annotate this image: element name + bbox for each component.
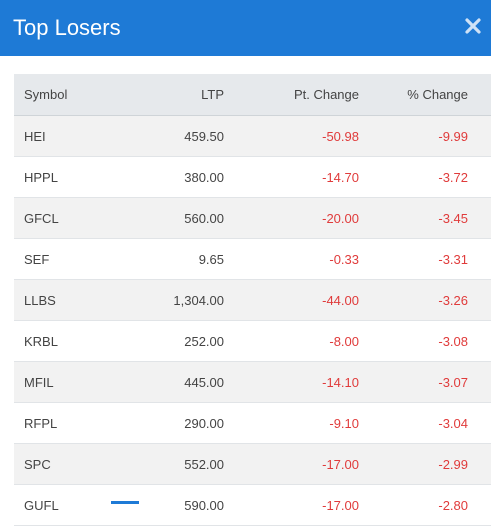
cell-pct-change: -2.80: [360, 484, 491, 526]
cell-symbol: HPPL: [14, 156, 107, 198]
table-row[interactable]: RFPL 290.00 -9.10 -3.04: [14, 402, 491, 444]
cell-ltp: 552.00: [107, 443, 225, 485]
table-row[interactable]: HEI 459.50 -50.98 -9.99: [14, 115, 491, 157]
cell-ltp: 1,304.00: [107, 279, 225, 321]
cell-pct-change: -3.26: [360, 279, 491, 321]
cell-pct-change: -2.99: [360, 443, 491, 485]
column-header-symbol[interactable]: Symbol: [14, 74, 107, 116]
cell-ltp: 459.50: [107, 115, 225, 157]
table-row[interactable]: GUFL 590.00 -17.00 -2.80: [14, 484, 491, 526]
cell-pct-change: -3.31: [360, 238, 491, 280]
cell-pct-change: -3.08: [360, 320, 491, 362]
cell-symbol: RFPL: [14, 402, 107, 444]
cell-symbol: SEF: [14, 238, 107, 280]
cell-pct-change: -9.99: [360, 115, 491, 157]
cell-ltp: 380.00: [107, 156, 225, 198]
cell-pt-change: -50.98: [225, 115, 360, 157]
cell-ltp: 290.00: [107, 402, 225, 444]
modal-title: Top Losers: [13, 15, 121, 40]
column-header-pct-change[interactable]: % Change: [360, 74, 491, 116]
cell-pt-change: -44.00: [225, 279, 360, 321]
table-row[interactable]: SPC 552.00 -17.00 -2.99: [14, 443, 491, 485]
cell-pt-change: -17.00: [225, 443, 360, 485]
cell-pt-change: -14.70: [225, 156, 360, 198]
table-row[interactable]: SEF 9.65 -0.33 -3.31: [14, 238, 491, 280]
column-header-pt-change[interactable]: Pt. Change: [225, 74, 360, 116]
table-row[interactable]: HPPL 380.00 -14.70 -3.72: [14, 156, 491, 198]
cell-ltp: 590.00: [107, 484, 225, 526]
cell-pt-change: -17.00: [225, 484, 360, 526]
cell-pt-change: -8.00: [225, 320, 360, 362]
cell-pct-change: -3.72: [360, 156, 491, 198]
close-icon[interactable]: [464, 17, 482, 35]
cell-symbol: LLBS: [14, 279, 107, 321]
losers-table-container: Symbol LTP Pt. Change % Change HEI 459.50…: [14, 74, 491, 526]
table-body: HEI 459.50 -50.98 -9.99 HPPL 380.00 -14.70 -3.7…: [14, 115, 491, 526]
table-row[interactable]: GFCL 560.00 -20.00 -3.45: [14, 197, 491, 239]
scroll-indicator: [111, 501, 139, 504]
cell-ltp: 560.00: [107, 197, 225, 239]
table-row[interactable]: KRBL 252.00 -8.00 -3.08: [14, 320, 491, 362]
cell-pt-change: -20.00: [225, 197, 360, 239]
modal-header: Top Losers: [0, 0, 491, 56]
losers-table: Symbol LTP Pt. Change % Change HEI 459.50…: [14, 74, 491, 526]
cell-symbol: KRBL: [14, 320, 107, 362]
cell-pt-change: -9.10: [225, 402, 360, 444]
cell-pct-change: -3.45: [360, 197, 491, 239]
cell-pct-change: -3.04: [360, 402, 491, 444]
cell-symbol: SPC: [14, 443, 107, 485]
cell-pct-change: -3.07: [360, 361, 491, 403]
cell-pt-change: -14.10: [225, 361, 360, 403]
cell-ltp: 9.65: [107, 238, 225, 280]
cell-symbol: HEI: [14, 115, 107, 157]
cell-pt-change: -0.33: [225, 238, 360, 280]
table-row[interactable]: MFIL 445.00 -14.10 -3.07: [14, 361, 491, 403]
cell-symbol: GUFL: [14, 484, 107, 526]
table-row[interactable]: LLBS 1,304.00 -44.00 -3.26: [14, 279, 491, 321]
cell-symbol: MFIL: [14, 361, 107, 403]
cell-ltp: 252.00: [107, 320, 225, 362]
table-header-row: Symbol LTP Pt. Change % Change: [14, 74, 491, 116]
cell-symbol: GFCL: [14, 197, 107, 239]
column-header-ltp[interactable]: LTP: [107, 74, 225, 116]
cell-ltp: 445.00: [107, 361, 225, 403]
